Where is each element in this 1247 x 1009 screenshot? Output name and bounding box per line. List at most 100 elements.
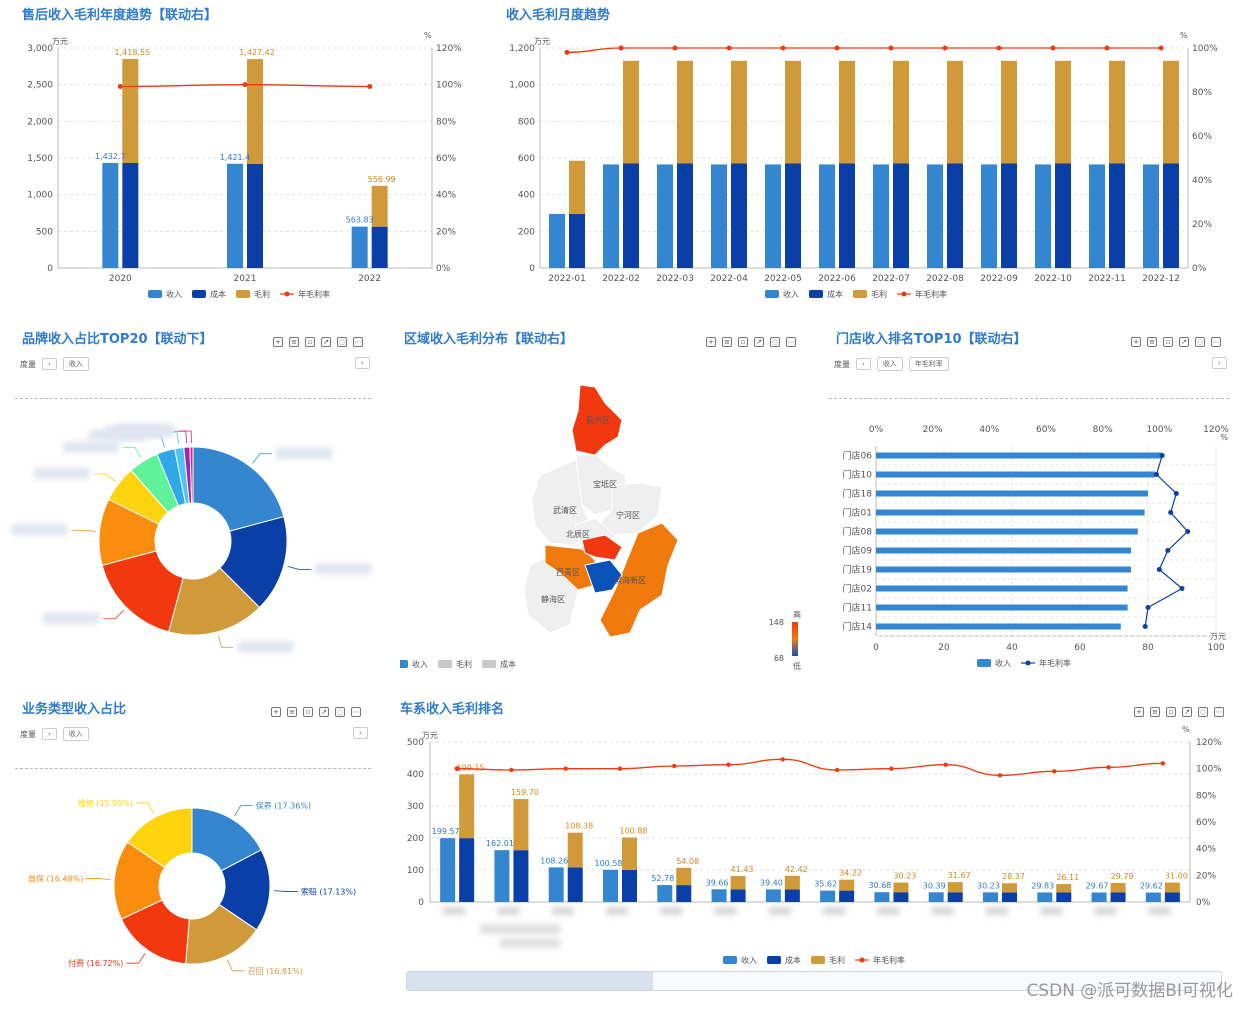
expand-icon[interactable]: + xyxy=(1131,337,1141,347)
expand-icon[interactable]: + xyxy=(273,337,283,347)
margin-point xyxy=(780,45,786,51)
table-icon[interactable]: ≡ xyxy=(289,337,299,347)
y2-tick-label: 100% xyxy=(1196,765,1222,775)
region-label: 静海区 xyxy=(541,594,565,604)
refresh-icon[interactable]: ◌ xyxy=(335,707,345,717)
x2-tick-label: 40% xyxy=(979,425,999,435)
export-icon[interactable]: ↗ xyxy=(321,337,331,347)
measure-select[interactable]: 收入 xyxy=(876,357,903,371)
measure-select[interactable]: 收入 xyxy=(62,357,89,371)
profit-data-label: 159.70 xyxy=(511,788,539,797)
label-leader-line xyxy=(287,565,312,570)
zoom-slider[interactable] xyxy=(406,971,1222,991)
export-icon[interactable]: ↗ xyxy=(1182,707,1192,717)
chart-business-donut: 保养 (17.36%) 索赔 (17.13%) 召回 (16.81%) 付费 (16.… xyxy=(28,798,356,976)
next-button[interactable]: › xyxy=(353,727,368,739)
chart-brand-donut xyxy=(11,425,372,653)
x2-tick-label: 20% xyxy=(923,425,943,435)
measure-bar-store: 度量 ‹ 收入 年毛利率 xyxy=(834,357,949,371)
expand-icon[interactable]: + xyxy=(1134,707,1144,717)
filter-icon[interactable]: ⋯ xyxy=(353,337,363,347)
label-leader-line xyxy=(173,430,187,444)
bar-cost xyxy=(371,226,388,268)
bar-income xyxy=(657,885,673,902)
bar-income xyxy=(873,164,889,268)
image-icon[interactable]: ▫ xyxy=(1163,337,1173,347)
bar-cost xyxy=(731,163,747,268)
bar-income xyxy=(1145,892,1161,902)
refresh-icon[interactable]: ◌ xyxy=(1195,337,1205,347)
bar-cost xyxy=(677,163,693,268)
refresh-icon[interactable]: ◌ xyxy=(337,337,347,347)
table-icon[interactable]: ≡ xyxy=(722,337,732,347)
y-tick-label: 门店11 xyxy=(843,602,872,614)
y-tick-label: 300 xyxy=(407,802,424,812)
refresh-icon[interactable]: ◌ xyxy=(1198,707,1208,717)
y-tick-label: 0 xyxy=(47,264,53,274)
bar-profit xyxy=(569,160,585,214)
next-button[interactable]: › xyxy=(355,357,370,369)
image-icon[interactable]: ▫ xyxy=(305,337,315,347)
x-unit-label: 万元 xyxy=(1210,632,1226,641)
slice-label-redacted xyxy=(33,468,90,480)
region-label: 蓟州区 xyxy=(586,415,610,425)
bar-profit xyxy=(947,60,963,164)
measure-select-2[interactable]: 年毛利率 xyxy=(908,357,949,371)
zoom-slider-window[interactable] xyxy=(407,972,653,990)
export-icon[interactable]: ↗ xyxy=(319,707,329,717)
donut-slice xyxy=(168,567,261,636)
export-icon[interactable]: ↗ xyxy=(1179,337,1189,347)
x-tick-label: 2022-12 xyxy=(1142,274,1180,284)
filter-icon[interactable]: ⋯ xyxy=(1214,707,1224,717)
panel-title-region-map: 区域收入毛利分布【联动右】 xyxy=(404,332,574,347)
label-leader-line xyxy=(149,435,165,448)
x-tick-label: 2022-04 xyxy=(710,274,748,284)
margin-point xyxy=(672,45,678,51)
x-tick-label-redacted xyxy=(986,907,1008,915)
toolbar-car-series: + ≡ ▫ ↗ ◌ ⋯ xyxy=(1134,707,1224,717)
legend-label: 成本 xyxy=(827,289,843,299)
margin-point xyxy=(1165,548,1171,553)
expand-icon[interactable]: + xyxy=(706,337,716,347)
x2-tick-label: 100% xyxy=(1146,425,1172,435)
table-icon[interactable]: ≡ xyxy=(1147,337,1157,347)
refresh-icon[interactable]: ◌ xyxy=(770,337,780,347)
bar-income xyxy=(227,163,243,268)
x-tick-label-redacted xyxy=(823,907,846,915)
x2-tick-label: 0% xyxy=(869,425,884,435)
prev-button[interactable]: ‹ xyxy=(42,358,57,370)
bar-cost xyxy=(893,892,909,902)
prev-button[interactable]: ‹ xyxy=(856,358,871,370)
measure-select[interactable]: 收入 xyxy=(62,727,89,741)
slice-label-redacted xyxy=(315,563,372,575)
prev-button[interactable]: ‹ xyxy=(42,728,57,740)
bar-profit xyxy=(947,882,963,893)
table-icon[interactable]: ≡ xyxy=(287,707,297,717)
filter-icon[interactable]: ⋯ xyxy=(1211,337,1221,347)
chart-yearly-trend: 0 500 1,000 1,500 2,000 2,500 3,000 0% 20% 40% 60%… xyxy=(27,31,462,299)
region-label: 武清区 xyxy=(553,505,577,515)
image-icon[interactable]: ▫ xyxy=(738,337,748,347)
panel-title-business-type: 业务类型收入占比 xyxy=(22,702,127,717)
divider xyxy=(829,398,1229,399)
bar-cost xyxy=(785,163,801,268)
y2-tick-label: 20% xyxy=(1196,871,1216,881)
income-data-label: 1,421.4 xyxy=(220,153,251,162)
filter-icon[interactable]: ⋯ xyxy=(786,337,796,347)
x-tick-label-redacted xyxy=(768,907,791,915)
image-icon[interactable]: ▫ xyxy=(1166,707,1176,717)
expand-icon[interactable]: + xyxy=(271,707,281,717)
bar-cost xyxy=(676,885,692,902)
image-icon[interactable]: ▫ xyxy=(303,707,313,717)
margin-point xyxy=(1145,605,1151,610)
bar-profit xyxy=(1056,884,1072,893)
legend-swatch xyxy=(148,290,162,298)
bar-income xyxy=(765,889,781,902)
margin-point xyxy=(1106,765,1111,770)
next-button[interactable]: › xyxy=(1212,357,1227,369)
filter-icon[interactable]: ⋯ xyxy=(351,707,361,717)
bar-profit xyxy=(623,60,639,164)
table-icon[interactable]: ≡ xyxy=(1150,707,1160,717)
y-tick-label: 500 xyxy=(407,738,424,748)
export-icon[interactable]: ↗ xyxy=(754,337,764,347)
